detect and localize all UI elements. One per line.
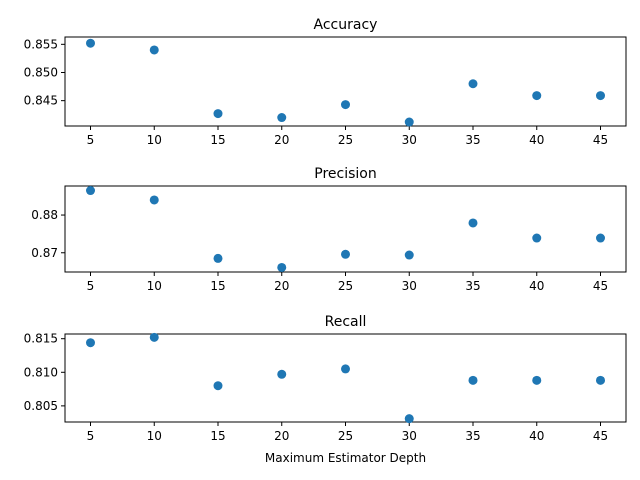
- accuracy-y-tick-label: 0.850: [24, 65, 58, 79]
- recall-x-tick-label: 35: [465, 429, 480, 443]
- accuracy-point: [277, 113, 287, 123]
- accuracy-point: [596, 91, 605, 101]
- accuracy-x-tick-label: 10: [147, 133, 162, 147]
- precision-point: [596, 233, 605, 243]
- accuracy-x-tick-label: 45: [593, 133, 608, 147]
- accuracy-x-tick-label: 30: [402, 133, 417, 147]
- recall-x-tick-label: 30: [402, 429, 417, 443]
- recall-x-tick-label: 5: [87, 429, 95, 443]
- accuracy-panel: Accuracy 5 10 15 20 25 30 35 40 45 0.845 0.850 0.855: [24, 17, 627, 147]
- precision-point: [277, 262, 287, 272]
- precision-x-tick-label: 25: [338, 279, 353, 293]
- accuracy-point: [86, 38, 95, 48]
- recall-x-tick-label: 45: [593, 429, 608, 443]
- recall-point: [277, 369, 287, 379]
- accuracy-point: [532, 91, 542, 101]
- accuracy-x-tick-label: 35: [465, 133, 480, 147]
- recall-y-tick-label: 0.815: [24, 332, 58, 346]
- recall-x-tick-label: 25: [338, 429, 353, 443]
- accuracy-x-tick-label: 15: [210, 133, 225, 147]
- recall-title: Recall: [325, 314, 367, 330]
- recall-x-tick-label: 15: [210, 429, 225, 443]
- precision-panel: Precision 5 10 15 20 25 30 35 40 45 0.87 0.88: [31, 166, 627, 293]
- accuracy-x-tick-label: 5: [87, 133, 95, 147]
- recall-y-tick-label: 0.805: [24, 399, 58, 413]
- precision-x-tick-label: 10: [147, 279, 162, 293]
- precision-point: [213, 253, 223, 263]
- precision-title: Precision: [314, 166, 376, 182]
- recall-point: [468, 375, 478, 385]
- accuracy-point: [149, 45, 159, 55]
- accuracy-axes-frame: [64, 36, 627, 127]
- recall-panel: Recall 5 10 15 20 25 30 35 40 45 0.805 0.810 0.815 Ma…: [24, 314, 627, 465]
- recall-point: [404, 414, 414, 424]
- accuracy-x-tick-label: 20: [274, 133, 289, 147]
- precision-x-tick-label: 45: [593, 279, 608, 293]
- precision-x-tick-label: 5: [87, 279, 95, 293]
- accuracy-point: [404, 117, 414, 127]
- accuracy-y-tick-label: 0.855: [24, 37, 58, 51]
- accuracy-point: [213, 109, 223, 119]
- precision-point: [86, 186, 95, 196]
- precision-axes-frame: [64, 185, 627, 273]
- precision-x-tick-label: 15: [210, 279, 225, 293]
- recall-point: [149, 332, 159, 342]
- recall-point: [596, 375, 605, 385]
- precision-point: [532, 233, 542, 243]
- precision-x-tick-label: 30: [402, 279, 417, 293]
- accuracy-x-tick-label: 40: [529, 133, 544, 147]
- precision-x-tick-label: 20: [274, 279, 289, 293]
- precision-point: [149, 195, 159, 205]
- precision-point: [341, 249, 350, 259]
- precision-point: [468, 218, 478, 228]
- accuracy-point: [468, 79, 478, 89]
- recall-x-tick-label: 20: [274, 429, 289, 443]
- precision-x-tick-label: 40: [529, 279, 544, 293]
- recall-x-tick-label: 10: [147, 429, 162, 443]
- accuracy-x-tick-label: 25: [338, 133, 353, 147]
- recall-point: [532, 375, 542, 385]
- recall-y-tick-label: 0.810: [24, 365, 58, 379]
- recall-x-axis-label: Maximum Estimator Depth: [265, 451, 426, 465]
- recall-x-tick-label: 40: [529, 429, 544, 443]
- recall-point: [341, 364, 350, 374]
- recall-axes-frame: [64, 333, 627, 423]
- precision-x-tick-label: 35: [465, 279, 480, 293]
- accuracy-title: Accuracy: [314, 17, 378, 33]
- recall-point: [86, 338, 95, 348]
- accuracy-point: [341, 100, 350, 110]
- precision-y-tick-label: 0.88: [31, 208, 58, 222]
- recall-point: [213, 381, 223, 391]
- precision-y-tick-label: 0.87: [31, 246, 58, 260]
- precision-point: [404, 250, 414, 260]
- accuracy-y-tick-label: 0.845: [24, 94, 58, 108]
